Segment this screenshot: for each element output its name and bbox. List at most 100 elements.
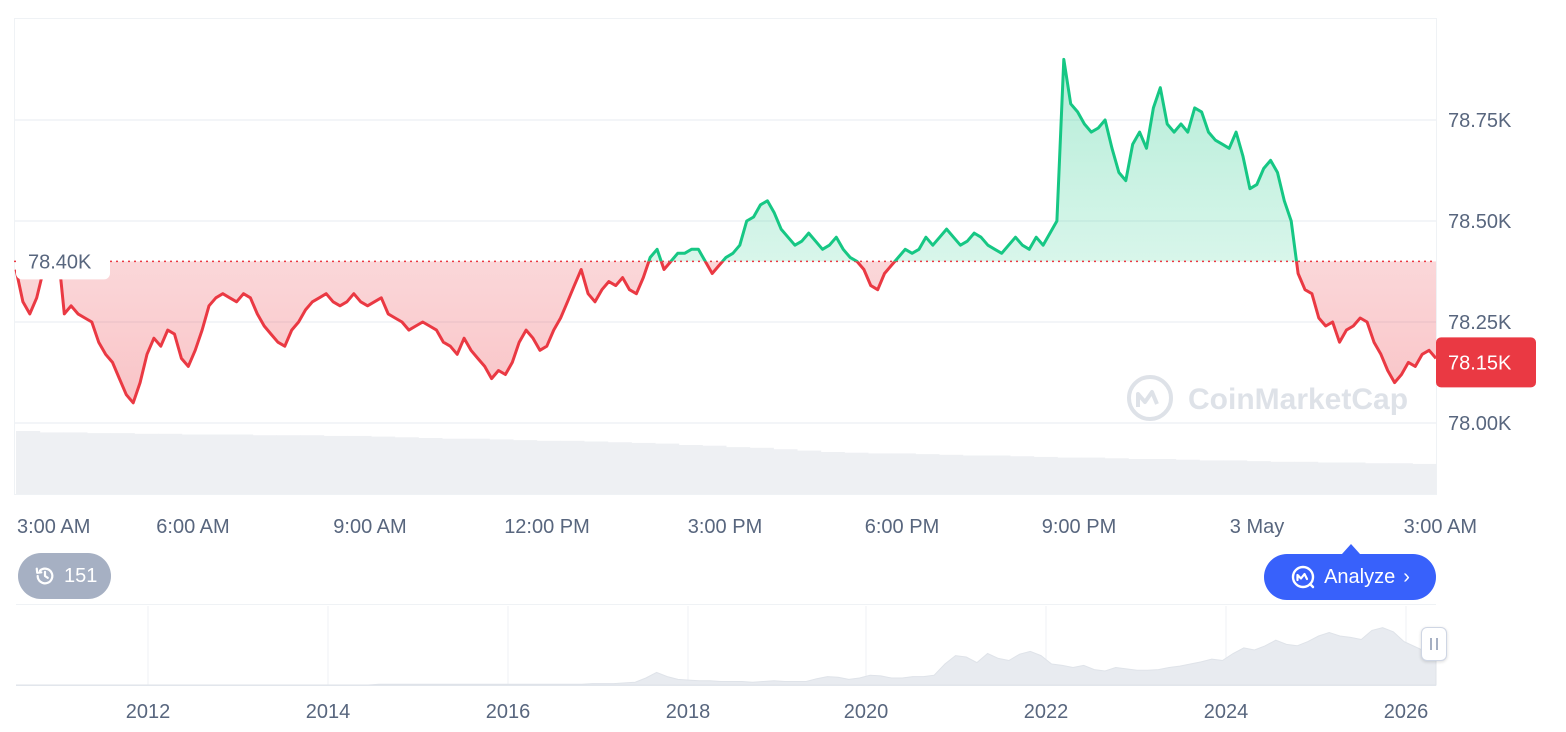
analyze-pointer: [1342, 544, 1360, 554]
volume-bar: [1010, 456, 1035, 494]
volume-bar: [536, 440, 561, 494]
x-tick-label: 3:00 AM: [1404, 516, 1477, 538]
navigator-x-tick-label: 2012: [126, 701, 171, 723]
navigator-x-tick-label: 2022: [1024, 701, 1069, 723]
volume-bar: [252, 435, 277, 494]
reference-value-label: 78.40K: [28, 251, 92, 273]
x-tick-label: 3:00 AM: [17, 516, 90, 538]
analyze-label: Analyze: [1324, 565, 1396, 588]
navigator-x-axis: 2012 2014 2016 2018 2020 2022 2024 2026: [126, 701, 1429, 723]
navigator-area: [16, 627, 1437, 686]
volume-bar: [16, 431, 41, 494]
coinmarketcap-logo-icon: [1127, 375, 1173, 421]
navigator-handle[interactable]: [1421, 627, 1447, 661]
reference-label: 78.40K: [16, 243, 110, 280]
volume-bar: [773, 449, 798, 494]
x-tick-label: 9:00 PM: [1042, 516, 1116, 538]
price-line-up: [44, 57, 1299, 262]
volume-bar: [1033, 456, 1058, 494]
volume-bar: [607, 442, 632, 494]
volume-bar: [1365, 463, 1390, 494]
x-axis: 3:00 AM 6:00 AM 9:00 AM 12:00 PM 3:00 PM 6:00…: [17, 516, 1477, 538]
volume-bar: [1317, 462, 1342, 494]
history-badge[interactable]: 151: [18, 553, 112, 599]
volume-bar: [1223, 460, 1248, 494]
volume-bar: [300, 435, 325, 494]
volume-bar: [820, 452, 845, 494]
price-line-down: [14, 261, 1438, 405]
watermark: CoinMarketCap: [1127, 375, 1408, 421]
volume-bar: [749, 447, 774, 494]
volume-bar: [1104, 458, 1129, 494]
x-tick-label: 6:00 PM: [865, 516, 939, 538]
volume-bar: [513, 440, 538, 494]
navigator[interactable]: 2012 2014 2016 2018 2020 2022 2024 2026: [16, 604, 1437, 724]
volume-bar: [1128, 459, 1153, 494]
volume-bar: [1294, 461, 1319, 494]
navigator-x-tick-label: 2018: [666, 701, 711, 723]
volume-bar: [465, 438, 490, 494]
x-tick-label: 9:00 AM: [333, 516, 406, 538]
volume-bar: [1412, 463, 1437, 494]
volume-bar: [631, 442, 656, 494]
x-tick-label: 12:00 PM: [504, 516, 590, 538]
watermark-text: CoinMarketCap: [1188, 383, 1408, 416]
volume-bar: [323, 435, 348, 494]
x-tick-label: 6:00 AM: [156, 516, 229, 538]
y-axis: 78.75K 78.50K 78.25K 78.00K: [1448, 110, 1512, 435]
volume-bar: [229, 434, 254, 494]
volume-bar: [394, 437, 419, 494]
volume-bar: [726, 447, 751, 494]
y-tick-label: 78.00K: [1448, 413, 1512, 435]
volume-bar: [276, 435, 301, 494]
volume-bar: [1175, 459, 1200, 494]
volume-bar: [158, 433, 183, 494]
history-icon: [35, 567, 54, 585]
volume-bar: [868, 453, 893, 494]
volume-bar: [110, 433, 135, 494]
navigator-x-tick-label: 2024: [1204, 701, 1249, 723]
navigator-x-tick-label: 2020: [844, 701, 889, 723]
volume-bar: [39, 432, 64, 494]
volume-bar: [489, 439, 514, 494]
volume-bar: [63, 432, 88, 494]
volume-bar: [1270, 461, 1295, 494]
volume-bar: [891, 453, 916, 494]
volume-bar: [371, 436, 396, 494]
volume-bar: [986, 455, 1011, 494]
volume-bar: [702, 445, 727, 494]
current-price-tag: 78.15K: [1436, 337, 1536, 388]
y-tick-label: 78.75K: [1448, 110, 1512, 132]
volume-bar: [1081, 457, 1106, 494]
plot-border: [14, 18, 1437, 495]
volume-bar: [442, 438, 467, 494]
navigator-x-tick-label: 2026: [1384, 701, 1429, 723]
volume-bar: [181, 434, 206, 494]
analyze-button[interactable]: Analyze ›: [1264, 554, 1436, 600]
volume-bar: [347, 435, 372, 494]
y-tick-label: 78.25K: [1448, 312, 1512, 334]
volume-bar: [1152, 459, 1177, 494]
y-tick-label: 78.50K: [1448, 211, 1512, 233]
volume-bar: [655, 443, 680, 494]
navigator-x-tick-label: 2014: [306, 701, 351, 723]
volume-bar: [844, 452, 869, 494]
x-tick-label: 3 May: [1230, 516, 1284, 538]
volume-bar: [797, 450, 822, 494]
volume-bar: [1199, 460, 1224, 494]
volume-bar: [962, 455, 987, 494]
volume-bar: [560, 440, 585, 494]
volume-bar: [1388, 463, 1413, 494]
volume-bar: [418, 438, 443, 494]
navigator-x-tick-label: 2016: [486, 701, 531, 723]
volume-bar: [939, 454, 964, 494]
x-tick-label: 3:00 PM: [688, 516, 762, 538]
volume-bar: [1341, 462, 1366, 494]
volume-bar: [134, 433, 159, 494]
volume-bar: [678, 445, 703, 494]
current-price-label: 78.15K: [1448, 352, 1512, 374]
chevron-right-icon: ›: [1403, 565, 1410, 588]
area-above-reference: [45, 59, 1297, 262]
volume-bars: [16, 431, 1437, 494]
